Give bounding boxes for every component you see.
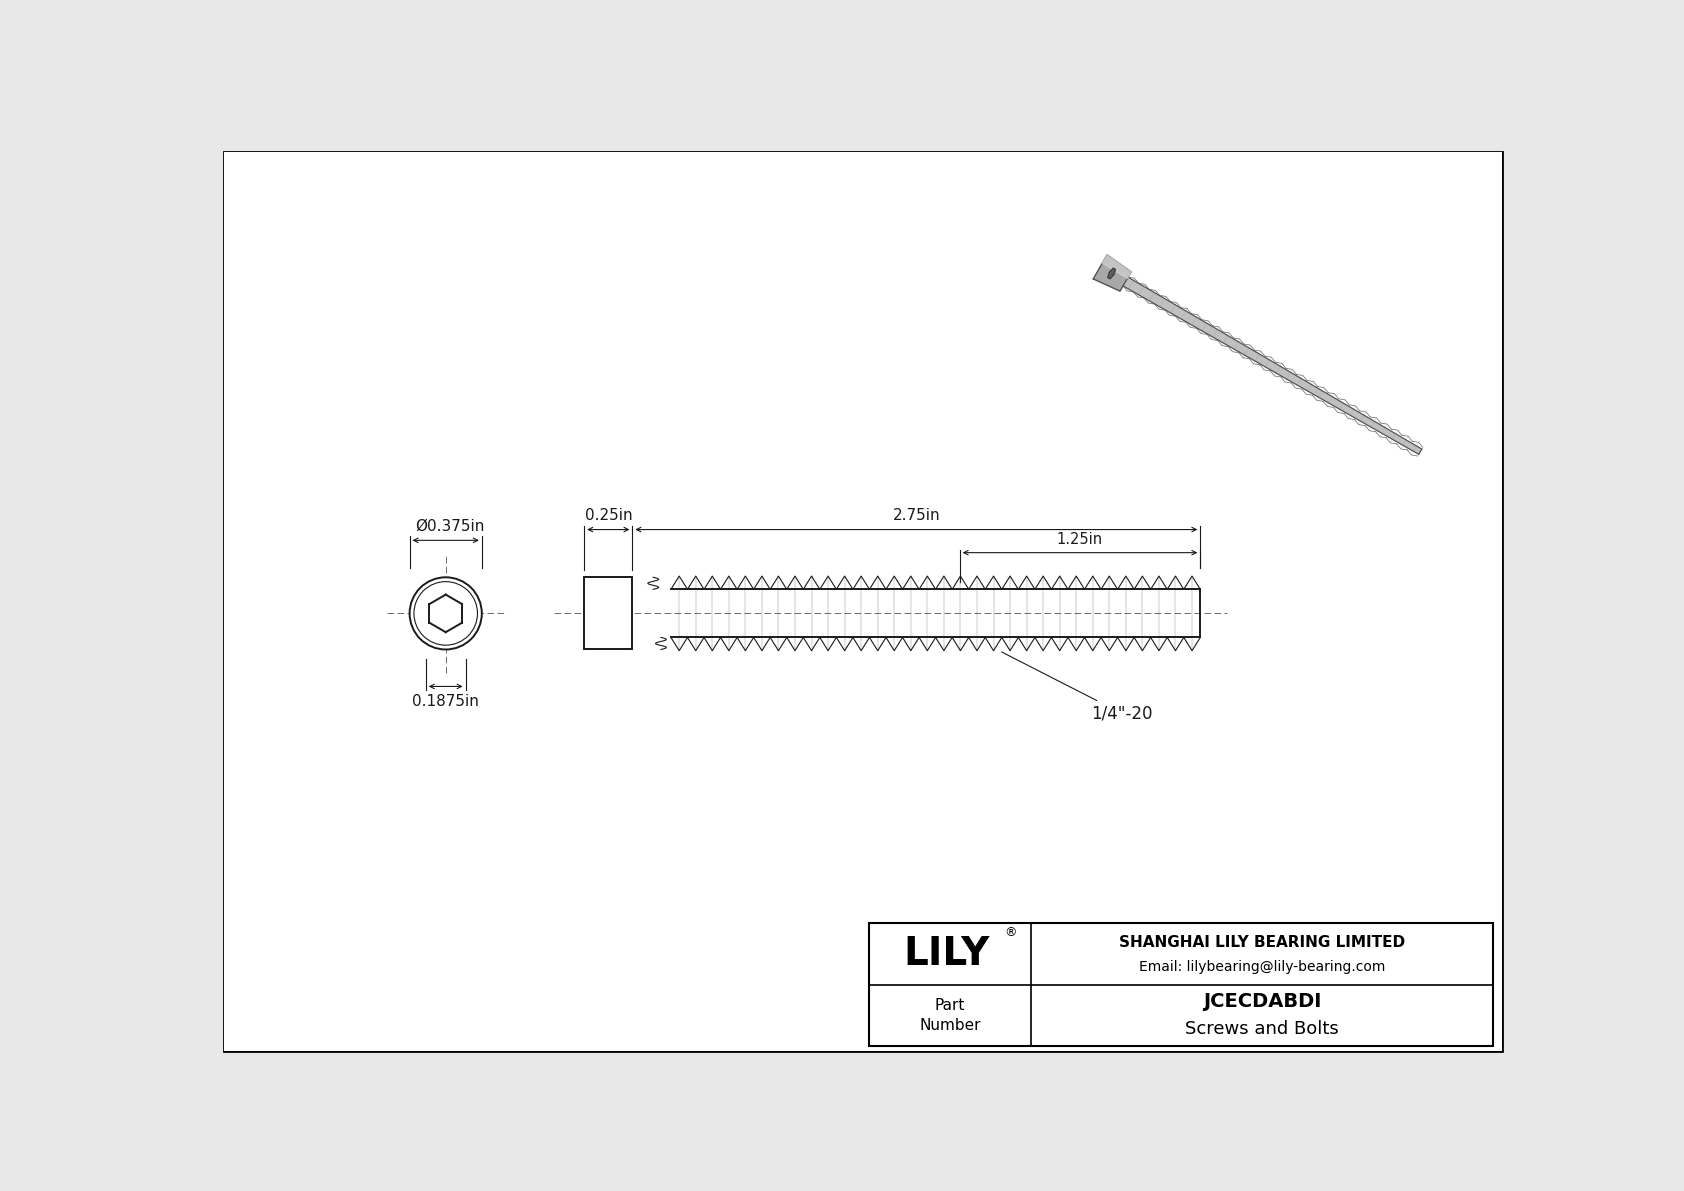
Bar [670, 590, 1201, 637]
Text: LILY: LILY [903, 935, 989, 973]
Polygon shape [1103, 255, 1132, 279]
Polygon shape [1123, 278, 1421, 454]
Circle shape [409, 578, 482, 649]
Text: SHANGHAI LILY BEARING LIMITED: SHANGHAI LILY BEARING LIMITED [1118, 935, 1404, 950]
Text: ®: ® [1004, 927, 1017, 940]
Text: Ø0.375in: Ø0.375in [414, 519, 485, 535]
Text: 2.75in: 2.75in [893, 507, 940, 523]
Text: 1.25in: 1.25in [1058, 532, 1103, 548]
Text: 1/4"-20: 1/4"-20 [1002, 651, 1154, 723]
Bar [584, 578, 633, 649]
Text: 0.1875in: 0.1875in [413, 694, 480, 709]
Bar [869, 923, 1494, 1046]
Text: Screws and Bolts: Screws and Bolts [1186, 1019, 1339, 1037]
Text: Email: lilybearing@lily-bearing.com: Email: lilybearing@lily-bearing.com [1138, 960, 1386, 974]
Text: Part
Number: Part Number [919, 998, 980, 1033]
Text: JCECDABDI: JCECDABDI [1202, 992, 1320, 1011]
Text: 0.25in: 0.25in [584, 507, 632, 523]
Polygon shape [1093, 255, 1132, 291]
Polygon shape [1108, 268, 1115, 279]
